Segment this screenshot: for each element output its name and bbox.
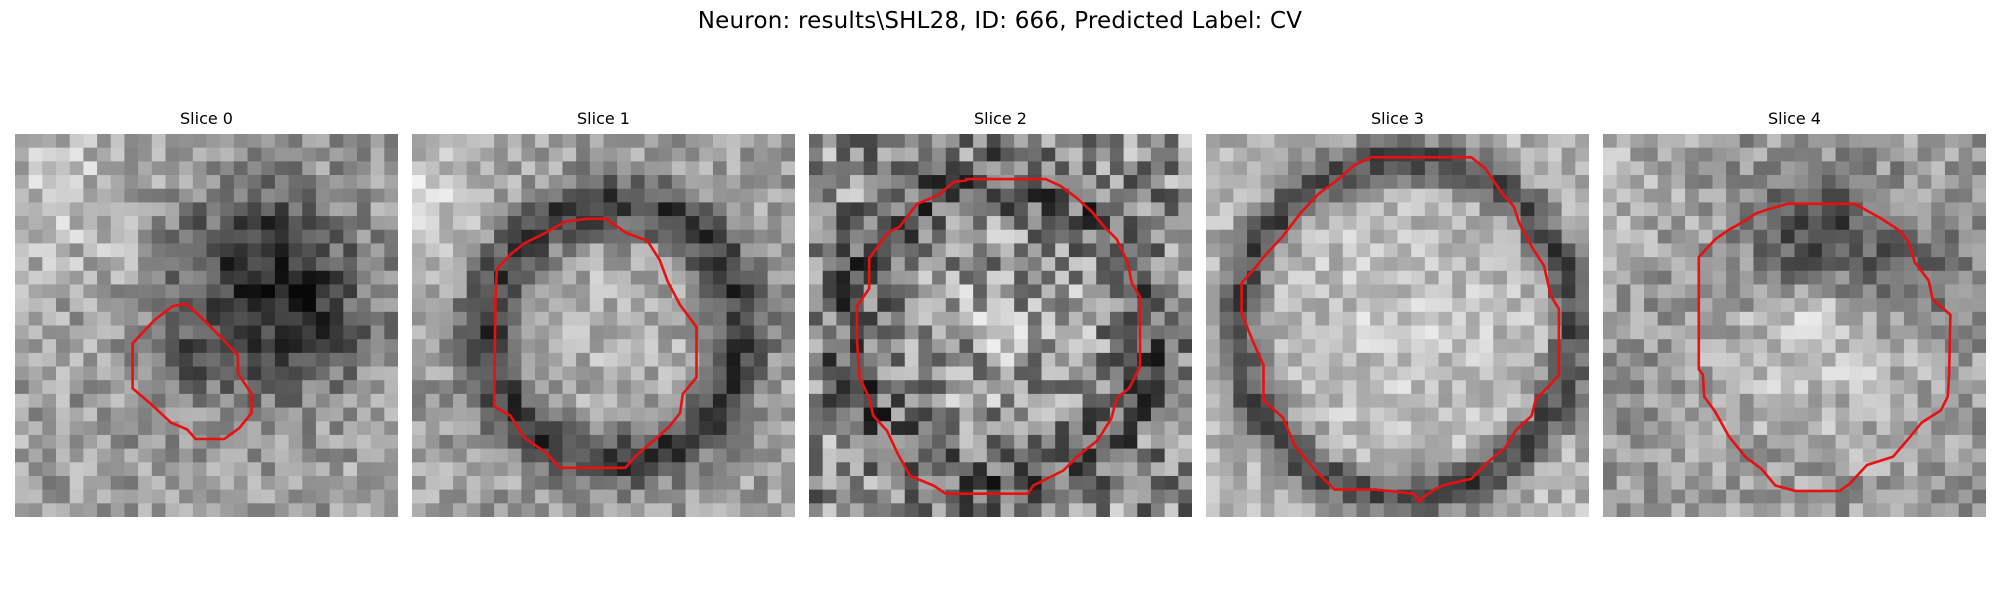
segmentation-contour — [131, 302, 253, 441]
slice-image-3 — [1206, 134, 1589, 517]
slice-panel-1: Slice 1 — [412, 108, 795, 517]
figure-title: Neuron: results\SHL28, ID: 666, Predicte… — [697, 8, 1303, 34]
slice-panel-3: Slice 3 — [1206, 108, 1589, 517]
segmentation-contour — [855, 177, 1142, 496]
slice-image-2 — [809, 134, 1192, 517]
slice-image-4 — [1603, 134, 1986, 517]
slice-image-0 — [15, 134, 398, 517]
slice-image-1 — [412, 134, 795, 517]
slice-panel-4: Slice 4 — [1603, 108, 1986, 517]
segmentation-contour — [1697, 202, 1952, 493]
slice-title-0: Slice 0 — [180, 109, 233, 128]
segmentation-contour — [1240, 155, 1561, 504]
segmentation-contour — [492, 217, 698, 470]
slice-title-4: Slice 4 — [1768, 109, 1821, 128]
slice-title-1: Slice 1 — [577, 109, 630, 128]
slice-panel-2: Slice 2 — [809, 108, 1192, 517]
slice-title-3: Slice 3 — [1371, 109, 1424, 128]
slice-title-2: Slice 2 — [974, 109, 1027, 128]
slice-panel-0: Slice 0 — [15, 108, 398, 517]
